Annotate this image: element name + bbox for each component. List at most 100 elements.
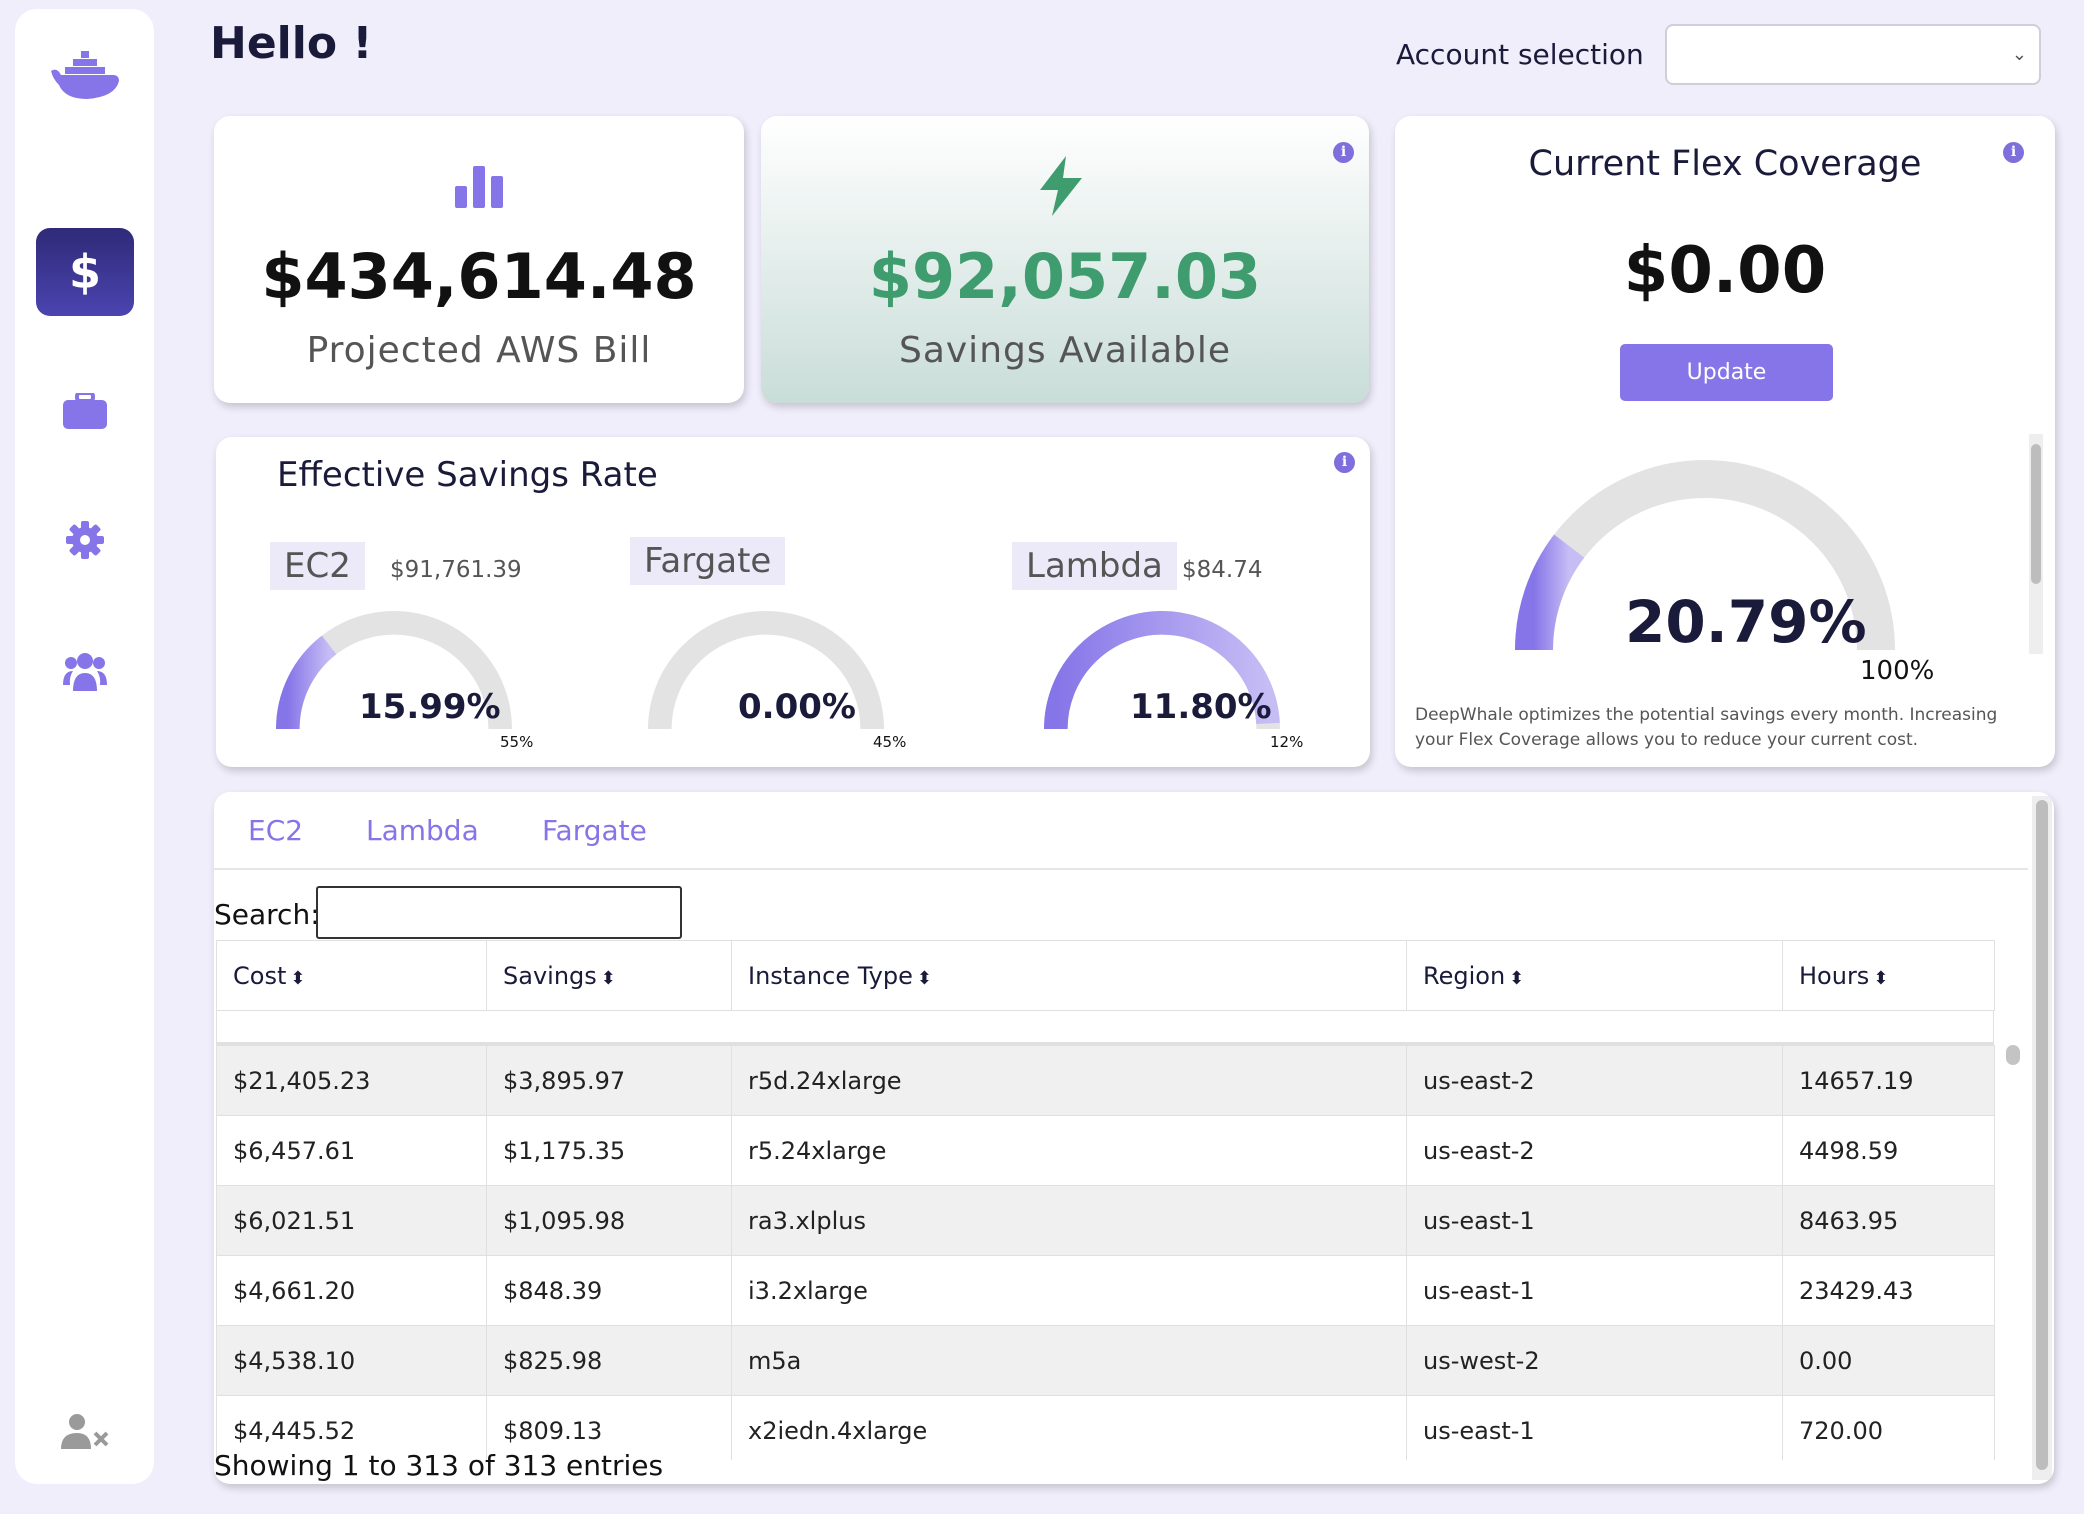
gauge-percent-ec2: 15.99% [359, 687, 501, 727]
info-icon[interactable]: i [1334, 452, 1355, 473]
sort-icon: ⬍ [600, 967, 616, 989]
flex-coverage-note: DeepWhale optimizes the potential saving… [1415, 705, 1998, 750]
esr-title: Effective Savings Rate [277, 455, 658, 495]
card-scrollbar[interactable] [2032, 796, 2052, 1480]
sort-icon: ⬍ [290, 967, 306, 989]
projected-bill-card: $434,614.48 Projected AWS Bill [214, 116, 744, 403]
cell-hours: 8463.95 [1782, 1185, 1995, 1256]
cell-savings: $1,095.98 [486, 1185, 732, 1256]
dollar-icon: $ [68, 245, 101, 299]
tab-ec2[interactable]: EC2 [248, 814, 304, 847]
table-row[interactable]: $4,538.10 $825.98 m5a us-west-2 0.00 [216, 1325, 1995, 1396]
gauge-max-fargate: 45% [873, 733, 907, 751]
account-selection-label: Account selection [1396, 38, 1644, 71]
chevron-down-icon: ⌄ [2011, 44, 2027, 65]
cell-instance-type: x2iedn.4xlarge [731, 1395, 1407, 1460]
cell-savings: $809.13 [486, 1395, 732, 1460]
flex-coverage-max: 100% [1860, 656, 1935, 686]
cell-region: us-east-2 [1406, 1045, 1783, 1116]
table-row[interactable]: $4,445.52 $809.13 x2iedn.4xlarge us-east… [216, 1395, 1995, 1460]
table-row[interactable]: $6,021.51 $1,095.98 ra3.xlplus us-east-1… [216, 1185, 1995, 1256]
cell-cost: $6,457.61 [216, 1115, 487, 1186]
users-icon [63, 653, 107, 691]
flex-scrollbar[interactable] [2029, 434, 2043, 654]
search-label: Search: [214, 898, 320, 931]
column-header-savings[interactable]: Savings ⬍ [486, 940, 732, 1011]
table-row[interactable]: $4,661.20 $848.39 i3.2xlarge us-east-1 2… [216, 1255, 1995, 1326]
scrollbar-thumb[interactable] [2031, 444, 2041, 584]
cell-region: us-east-1 [1406, 1185, 1783, 1256]
table-body-scrollbar[interactable] [2006, 1045, 2020, 1065]
cell-savings: $825.98 [486, 1325, 732, 1396]
savings-available-card: $92,057.03 Savings Available i [761, 116, 1369, 403]
column-header-instance-type[interactable]: Instance Type ⬍ [731, 940, 1407, 1011]
cell-region: us-east-1 [1406, 1395, 1783, 1460]
logout-button[interactable] [36, 1387, 134, 1475]
gauge-ec2-fill [276, 635, 337, 730]
bar-chart-icon [455, 166, 503, 208]
instances-table-card: EC2 Lambda Fargate Search: Cost ⬍ Savings… [214, 792, 2054, 1484]
table-body: $21,405.23 $3,895.97 r5d.24xlarge us-eas… [216, 1045, 1995, 1460]
nav-team[interactable] [36, 627, 134, 715]
lightning-icon [1040, 156, 1082, 216]
user-remove-icon [61, 1414, 109, 1449]
update-button[interactable]: Update [1620, 344, 1833, 401]
gauge-label-fargate: Fargate [630, 537, 786, 585]
scrollbar-thumb[interactable] [2036, 800, 2048, 1470]
gauge-fargate [648, 611, 884, 730]
flex-coverage-card: Current Flex Coverage i $0.00 Update 20.… [1395, 116, 2055, 767]
info-icon[interactable]: i [1333, 142, 1354, 163]
cell-instance-type: r5.24xlarge [731, 1115, 1407, 1186]
search-input[interactable] [316, 886, 682, 939]
nav-settings[interactable] [36, 496, 134, 584]
flex-coverage-gauge [1515, 460, 1895, 651]
sort-icon: ⬍ [1509, 967, 1525, 989]
column-header-cost[interactable]: Cost ⬍ [216, 940, 487, 1011]
gauge-ec2 [276, 611, 512, 730]
cell-cost: $4,445.52 [216, 1395, 487, 1460]
gauge-label-ec2: EC2 [270, 542, 365, 590]
cell-cost: $6,021.51 [216, 1185, 487, 1256]
table-footer-info: Showing 1 to 313 of 313 entries [214, 1449, 664, 1482]
nav-dollar[interactable]: $ [36, 228, 134, 316]
cell-hours: 23429.43 [1782, 1255, 1995, 1326]
sort-icon: ⬍ [916, 967, 932, 989]
table-row[interactable]: $6,457.61 $1,175.35 r5.24xlarge us-east-… [216, 1115, 1995, 1186]
gauge-max-ec2: 55% [500, 733, 534, 751]
flex-coverage-percent: 20.79% [1625, 588, 1867, 656]
briefcase-icon [63, 393, 107, 429]
sidebar: $ [15, 9, 154, 1484]
savings-available-value: $92,057.03 [868, 240, 1262, 313]
column-header-hours[interactable]: Hours ⬍ [1782, 940, 1995, 1011]
cell-instance-type: i3.2xlarge [731, 1255, 1407, 1326]
cell-region: us-west-2 [1406, 1325, 1783, 1396]
info-icon[interactable]: i [2003, 142, 2024, 163]
whale-logo-icon[interactable] [36, 31, 134, 119]
cell-cost: $4,661.20 [216, 1255, 487, 1326]
table-row[interactable]: $21,405.23 $3,895.97 r5d.24xlarge us-eas… [216, 1045, 1995, 1116]
table-body-scroll[interactable]: $21,405.23 $3,895.97 r5d.24xlarge us-eas… [214, 1045, 2004, 1460]
account-select[interactable]: ⌄ [1665, 24, 2041, 85]
gauge-label-lambda: Lambda [1012, 542, 1177, 590]
tab-divider [214, 868, 2028, 870]
projected-bill-value: $434,614.48 [261, 240, 697, 313]
gauge-percent-fargate: 0.00% [738, 687, 856, 727]
flex-gauge-fill [1515, 534, 1585, 651]
column-header-region[interactable]: Region ⬍ [1406, 940, 1783, 1011]
cell-savings: $3,895.97 [486, 1045, 732, 1116]
cell-region: us-east-2 [1406, 1115, 1783, 1186]
cell-region: us-east-1 [1406, 1255, 1783, 1326]
cell-hours: 720.00 [1782, 1395, 1995, 1460]
tab-fargate[interactable]: Fargate [542, 814, 647, 847]
cell-savings: $1,175.35 [486, 1115, 732, 1186]
nav-briefcase[interactable] [36, 367, 134, 455]
cell-hours: 0.00 [1782, 1325, 1995, 1396]
gauge-amount-lambda: $84.74 [1182, 557, 1263, 583]
flex-coverage-value: $0.00 [1623, 234, 1827, 308]
projected-bill-caption: Projected AWS Bill [306, 330, 652, 371]
gear-icon [66, 521, 104, 559]
page-greeting: Hello ! [210, 18, 373, 69]
tab-lambda[interactable]: Lambda [366, 814, 479, 847]
gauge-lambda-fill [1044, 611, 1280, 730]
gauge-amount-ec2: $91,761.39 [390, 557, 522, 583]
